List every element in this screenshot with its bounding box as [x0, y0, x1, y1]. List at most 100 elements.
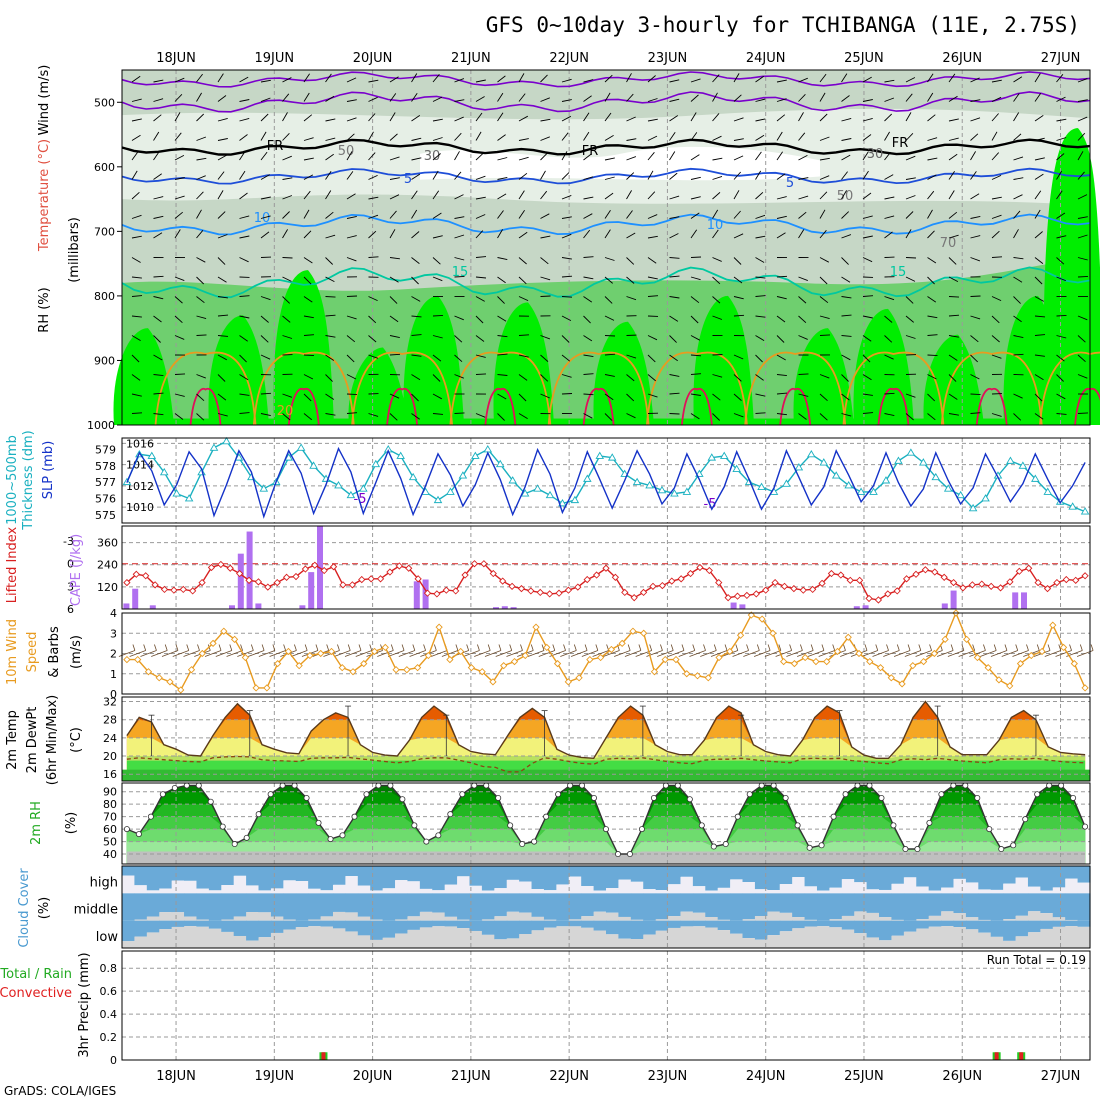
cloud-middle-bar [407, 893, 421, 917]
cloud-low-fill [816, 926, 830, 948]
wind-barb [841, 154, 851, 161]
wind-barb [626, 73, 632, 83]
cloud-low-bar [221, 920, 235, 932]
wind-barb [1056, 235, 1067, 239]
wind-barb [884, 335, 893, 343]
cloud-high-bar [1027, 866, 1041, 887]
cloud-high-clear [655, 890, 669, 894]
wind-barb [325, 354, 335, 361]
cloud-low-bar [1040, 920, 1054, 929]
cloud-high-clear [754, 889, 768, 894]
thickness-line-point [222, 436, 231, 445]
thickness-line-point [807, 449, 816, 458]
cloud-high-bar [730, 866, 744, 880]
lifted-index-line-point [1034, 578, 1042, 587]
lifted-index-line-point [489, 569, 497, 578]
cloud-middle-bar [134, 893, 148, 920]
wind-barb [368, 315, 377, 324]
cloud-low-bar [184, 920, 198, 927]
contour-label: 15 [890, 265, 907, 280]
wind-barb [884, 354, 894, 360]
rh-line-point [411, 822, 418, 829]
wind-speed-line-point [629, 627, 637, 635]
wind-barb [905, 93, 913, 102]
lifted-index-line-point [179, 585, 187, 594]
wind-barb [540, 118, 551, 122]
lifted-index-line-point [959, 584, 967, 592]
cloud-middle-bar [916, 893, 930, 920]
wind-barb [604, 74, 613, 83]
wind-barb [841, 171, 848, 180]
wind-barb [733, 314, 745, 317]
wind-barb [733, 94, 742, 102]
wind-barb [712, 74, 720, 83]
thickness-line-point [433, 495, 443, 504]
cloud-low-fill [668, 927, 682, 948]
cloud-high-clear [519, 881, 533, 894]
rh-line-point [650, 794, 657, 801]
cloud-high-clear [1015, 877, 1029, 894]
contour-plus25 [386, 387, 418, 426]
cloud-high-clear [593, 890, 607, 894]
wind-barb [172, 650, 189, 657]
wind-barb [712, 413, 721, 421]
cloud-low-fill [829, 927, 843, 948]
wind-barb [819, 315, 830, 320]
wind-barb [475, 413, 486, 418]
cloud-low-fill [320, 926, 334, 948]
wind-barb [454, 257, 465, 261]
wind-barb-flag [735, 644, 739, 651]
wind-barb [980, 650, 997, 657]
lifted-index-line-point [837, 571, 845, 579]
wind-barb [325, 118, 336, 122]
cloud-low-bar [481, 920, 495, 935]
thickness-line-point [968, 503, 978, 512]
wind-barb [282, 77, 292, 83]
wind-barb [334, 650, 351, 657]
lifted-index-line-point [358, 575, 366, 584]
cloud-low-bar [1065, 920, 1079, 927]
cloud-high-bar [829, 866, 843, 888]
wind-barb [196, 113, 205, 122]
cloud-low-fill [916, 928, 930, 948]
cloud-low-fill [655, 930, 669, 948]
wind-barb [441, 650, 459, 657]
cloud-low-fill [457, 928, 471, 948]
cloud-high-bar [978, 866, 992, 890]
wind-barb [260, 174, 270, 180]
cloud-middle-gap [854, 911, 868, 921]
wind-barb [690, 256, 702, 258]
cloud-low-fill [556, 926, 570, 948]
lifted-index-line-point [715, 578, 723, 587]
wind-barb [475, 96, 485, 102]
lifted-index-line-point [865, 594, 873, 603]
wind-barb [690, 132, 698, 141]
cloud-low-bar [308, 920, 322, 927]
wind-barb [215, 650, 232, 657]
y-tick-label: 50 [103, 836, 117, 849]
wind-barb [325, 296, 336, 298]
wind-barb [239, 215, 250, 219]
lifted-index-line-point [1053, 578, 1061, 587]
wind-barb [990, 650, 1008, 657]
ylabel-cloud-cover: Cloud Cover [17, 868, 32, 948]
wind-barb [991, 214, 1002, 219]
cloud-low-fill [531, 930, 545, 948]
cloud-middle-bar [680, 893, 694, 912]
cloud-low-bar [581, 920, 595, 928]
slp-tick-label: 1010 [126, 501, 154, 514]
cloud-middle-gap [332, 911, 346, 921]
wind-barb [690, 315, 699, 324]
rh-humid-plume [853, 308, 914, 425]
cape-bar [229, 605, 235, 609]
wind-speed-line-point [844, 633, 852, 641]
cloud-high-bar [816, 866, 830, 891]
wind-barb [497, 210, 504, 219]
lifted-index-line-point [583, 575, 591, 584]
cloud-middle-gap [357, 916, 371, 921]
lifted-index-line-point [320, 566, 328, 575]
wind-barb [1013, 210, 1021, 219]
cape-bar [501, 606, 508, 609]
wind-barb [626, 116, 636, 122]
wind-barb [325, 211, 334, 219]
